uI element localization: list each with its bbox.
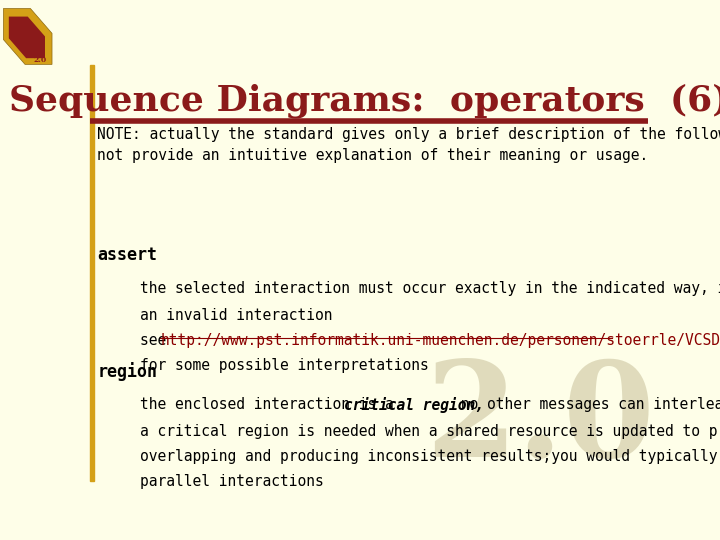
Text: 2.0: 2.0 [33, 56, 47, 64]
Text: see: see [140, 333, 175, 348]
Text: the enclosed interaction is a: the enclosed interaction is a [140, 397, 402, 413]
Text: the selected interaction must occur exactly in the indicated way, if it doesn’t,: the selected interaction must occur exac… [140, 281, 720, 296]
Polygon shape [9, 17, 45, 58]
Text: region: region [97, 362, 157, 381]
Text: parallel interactions: parallel interactions [140, 474, 324, 489]
Text: no other messages can interleave;: no other messages can interleave; [452, 397, 720, 413]
Text: 2.0: 2.0 [425, 356, 654, 485]
Text: assert: assert [97, 246, 157, 264]
Text: overlapping and producing inconsistent results;you would typically use this with: overlapping and producing inconsistent r… [140, 449, 720, 464]
Text: for some possible interpretations: for some possible interpretations [140, 358, 429, 373]
Polygon shape [4, 9, 52, 64]
Text: critical region,: critical region, [343, 397, 484, 414]
Text: NOTE: actually the standard gives only a brief description of the following oper: NOTE: actually the standard gives only a… [97, 127, 720, 142]
Bar [90, 65, 94, 481]
Text: http://www.pst.informatik.uni-muenchen.de/personen/stoerrle/VCSDUML.pdf: http://www.pst.informatik.uni-muenchen.d… [161, 333, 720, 348]
Text: Sequence Diagrams:  operators  (6): Sequence Diagrams: operators (6) [9, 84, 720, 118]
Text: not provide an intuitive explanation of their meaning or usage.: not provide an intuitive explanation of … [97, 148, 649, 163]
Text: an invalid interaction: an invalid interaction [140, 308, 333, 323]
Text: a critical region is needed when a shared resource is updated to prevent the upd: a critical region is needed when a share… [140, 424, 720, 440]
